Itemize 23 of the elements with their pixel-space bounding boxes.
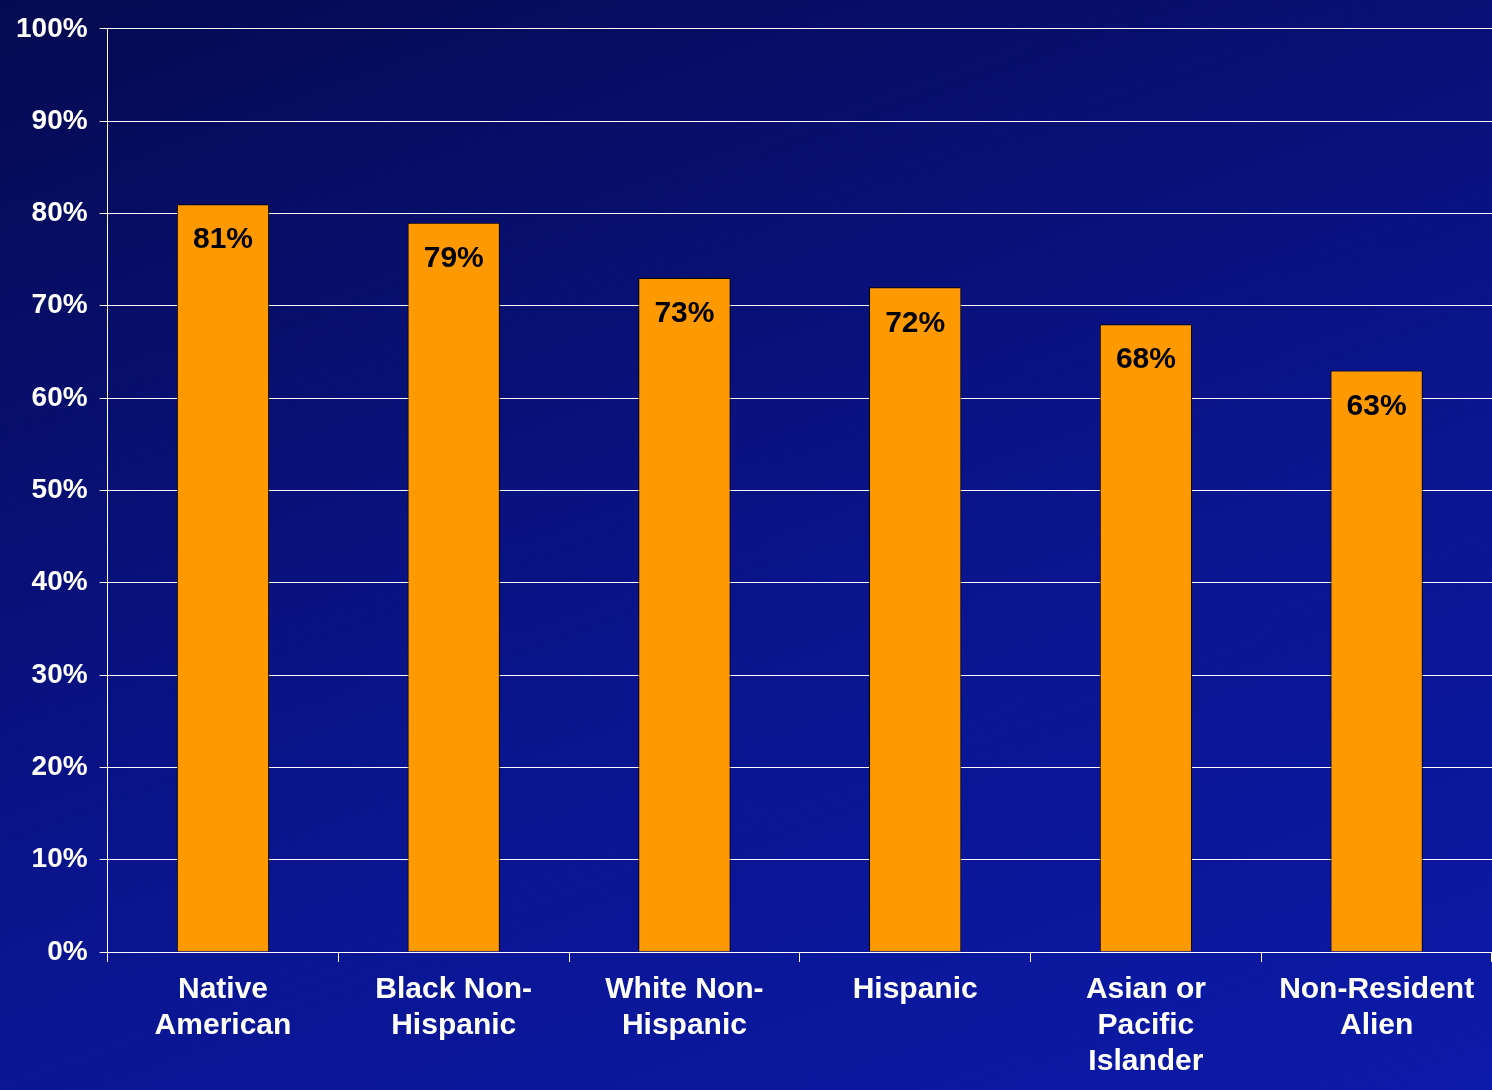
x-tick-label: Native American xyxy=(154,971,292,1041)
data-label: 68% xyxy=(1115,341,1176,375)
y-tick-label: 40% xyxy=(31,565,88,597)
y-tick-label: 10% xyxy=(31,842,88,874)
data-label: 63% xyxy=(1346,387,1407,421)
y-tick-label: 20% xyxy=(31,750,88,782)
x-tick-label: Black Non-Hispanic xyxy=(375,971,533,1041)
y-tick-label: 80% xyxy=(31,196,88,228)
y-tick-label: 50% xyxy=(31,473,88,505)
y-tick-label: 30% xyxy=(31,657,88,689)
data-label: 73% xyxy=(654,295,715,329)
x-tick-label: White Non-Hispanic xyxy=(605,971,764,1041)
y-tick-label: 90% xyxy=(31,103,88,135)
data-label: 72% xyxy=(885,304,946,338)
x-tick-label: Non-Resident Alien xyxy=(1279,971,1475,1041)
y-tick-label: 0% xyxy=(47,934,88,966)
x-tick-label: Hispanic xyxy=(852,971,978,1005)
y-tick-label: 70% xyxy=(31,288,88,320)
x-tick-label: Asian or Pacific Islander xyxy=(1085,971,1207,1077)
y-tick-label: 100% xyxy=(15,11,88,43)
data-label: 79% xyxy=(423,239,484,273)
data-label: 81% xyxy=(192,221,253,255)
y-tick-label: 60% xyxy=(31,380,88,412)
